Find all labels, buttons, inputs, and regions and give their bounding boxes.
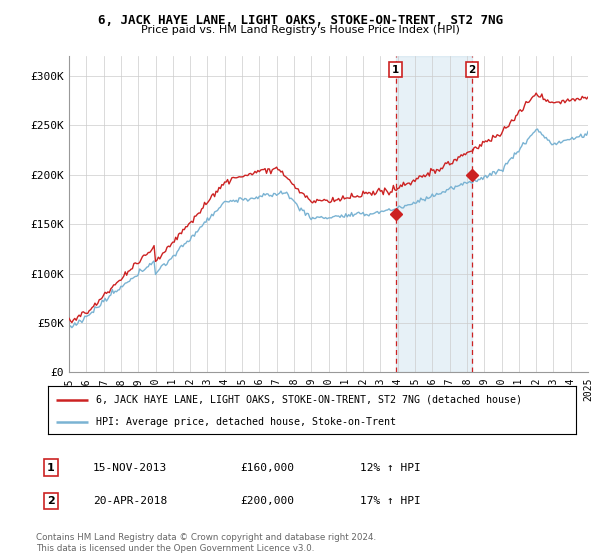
Text: £160,000: £160,000	[240, 463, 294, 473]
Text: 12% ↑ HPI: 12% ↑ HPI	[360, 463, 421, 473]
Text: 1: 1	[392, 65, 399, 75]
Text: 15-NOV-2013: 15-NOV-2013	[93, 463, 167, 473]
Text: 6, JACK HAYE LANE, LIGHT OAKS, STOKE-ON-TRENT, ST2 7NG (detached house): 6, JACK HAYE LANE, LIGHT OAKS, STOKE-ON-…	[95, 395, 521, 405]
Bar	[395, 56, 472, 372]
Text: 20-APR-2018: 20-APR-2018	[93, 496, 167, 506]
Text: 2: 2	[469, 65, 476, 75]
Text: 1: 1	[47, 463, 55, 473]
Text: 6, JACK HAYE LANE, LIGHT OAKS, STOKE-ON-TRENT, ST2 7NG: 6, JACK HAYE LANE, LIGHT OAKS, STOKE-ON-…	[97, 14, 503, 27]
Text: Contains HM Land Registry data © Crown copyright and database right 2024.
This d: Contains HM Land Registry data © Crown c…	[36, 533, 376, 553]
Text: 2: 2	[47, 496, 55, 506]
Text: HPI: Average price, detached house, Stoke-on-Trent: HPI: Average price, detached house, Stok…	[95, 417, 395, 427]
Text: 17% ↑ HPI: 17% ↑ HPI	[360, 496, 421, 506]
Text: £200,000: £200,000	[240, 496, 294, 506]
Text: Price paid vs. HM Land Registry's House Price Index (HPI): Price paid vs. HM Land Registry's House …	[140, 25, 460, 35]
